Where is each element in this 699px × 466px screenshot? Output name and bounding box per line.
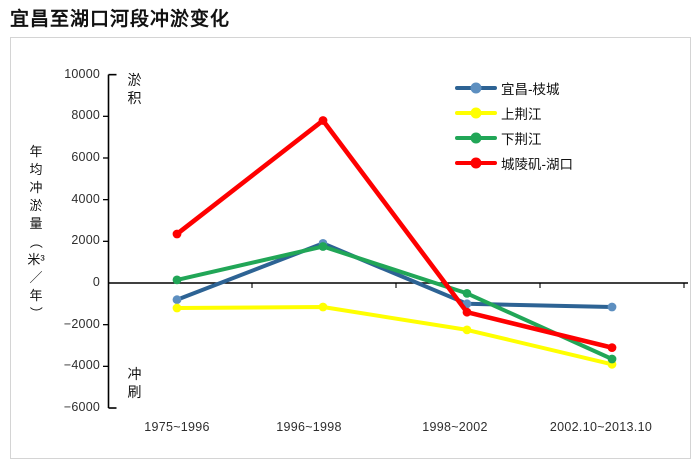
legend-line-swatch — [455, 82, 497, 94]
y-axis-title-char: 量 — [29, 215, 43, 231]
y-axis-title-char: 冲 — [29, 179, 43, 195]
y-axis-title-char: 均 — [29, 161, 43, 177]
legend-line-swatch — [455, 157, 497, 169]
y-axis-title-char: 年 — [29, 287, 43, 303]
legend-marker-dot — [470, 82, 482, 94]
legend-marker-dot — [470, 132, 482, 144]
y-tick-label: 6000 — [71, 149, 100, 164]
legend-line-swatch — [455, 132, 497, 144]
y-tick-label: 2000 — [71, 233, 100, 248]
deposition-annotation: 淤积 — [127, 72, 142, 107]
legend-item: 城陵矶-湖口 — [455, 153, 573, 173]
legend-item: 上荆江 — [455, 103, 573, 123]
y-tick-label: −4000 — [63, 358, 100, 373]
legend-label: 宜昌-枝城 — [501, 82, 560, 97]
y-tick-label: −2000 — [63, 316, 100, 331]
x-tick-label: 1998~2002 — [422, 420, 488, 434]
y-axis-title: 年均冲淤量（米³ ／年） — [27, 143, 45, 322]
legend-item: 下荆江 — [455, 128, 573, 148]
y-axis-title-char: 年 — [29, 144, 43, 159]
legend-label: 城陵矶-湖口 — [501, 157, 573, 172]
legend-label: 上荆江 — [501, 107, 542, 122]
y-axis-title-char: ／ — [29, 269, 43, 285]
erosion-annotation: 冲刷 — [127, 366, 142, 401]
y-tick-label: 4000 — [71, 191, 100, 206]
y-tick-label: 0 — [92, 275, 100, 289]
legend: 宜昌-枝城 上荆江 下荆江 城陵矶-湖口 — [455, 78, 573, 173]
x-tick-label: 1975~1996 — [144, 420, 210, 434]
chart-title: 宜昌至湖口河段冲淤变化 — [10, 9, 231, 30]
legend-item: 宜昌-枝城 — [455, 78, 573, 98]
legend-label: 下荆江 — [501, 132, 542, 147]
x-tick-label: 2002.10~2013.10 — [549, 420, 653, 434]
x-tick-label: 1996~1998 — [276, 420, 342, 434]
y-tick-label: 10000 — [64, 66, 100, 81]
legend-marker-dot — [470, 157, 482, 169]
y-axis-title-char: 米³ — [27, 251, 45, 267]
y-axis-title-char: 淤 — [29, 197, 43, 213]
legend-line-swatch — [455, 107, 497, 119]
legend-marker-dot — [470, 107, 482, 119]
y-tick-label: 8000 — [71, 108, 100, 123]
chart-frame — [10, 37, 691, 459]
y-tick-label: −6000 — [63, 400, 100, 414]
